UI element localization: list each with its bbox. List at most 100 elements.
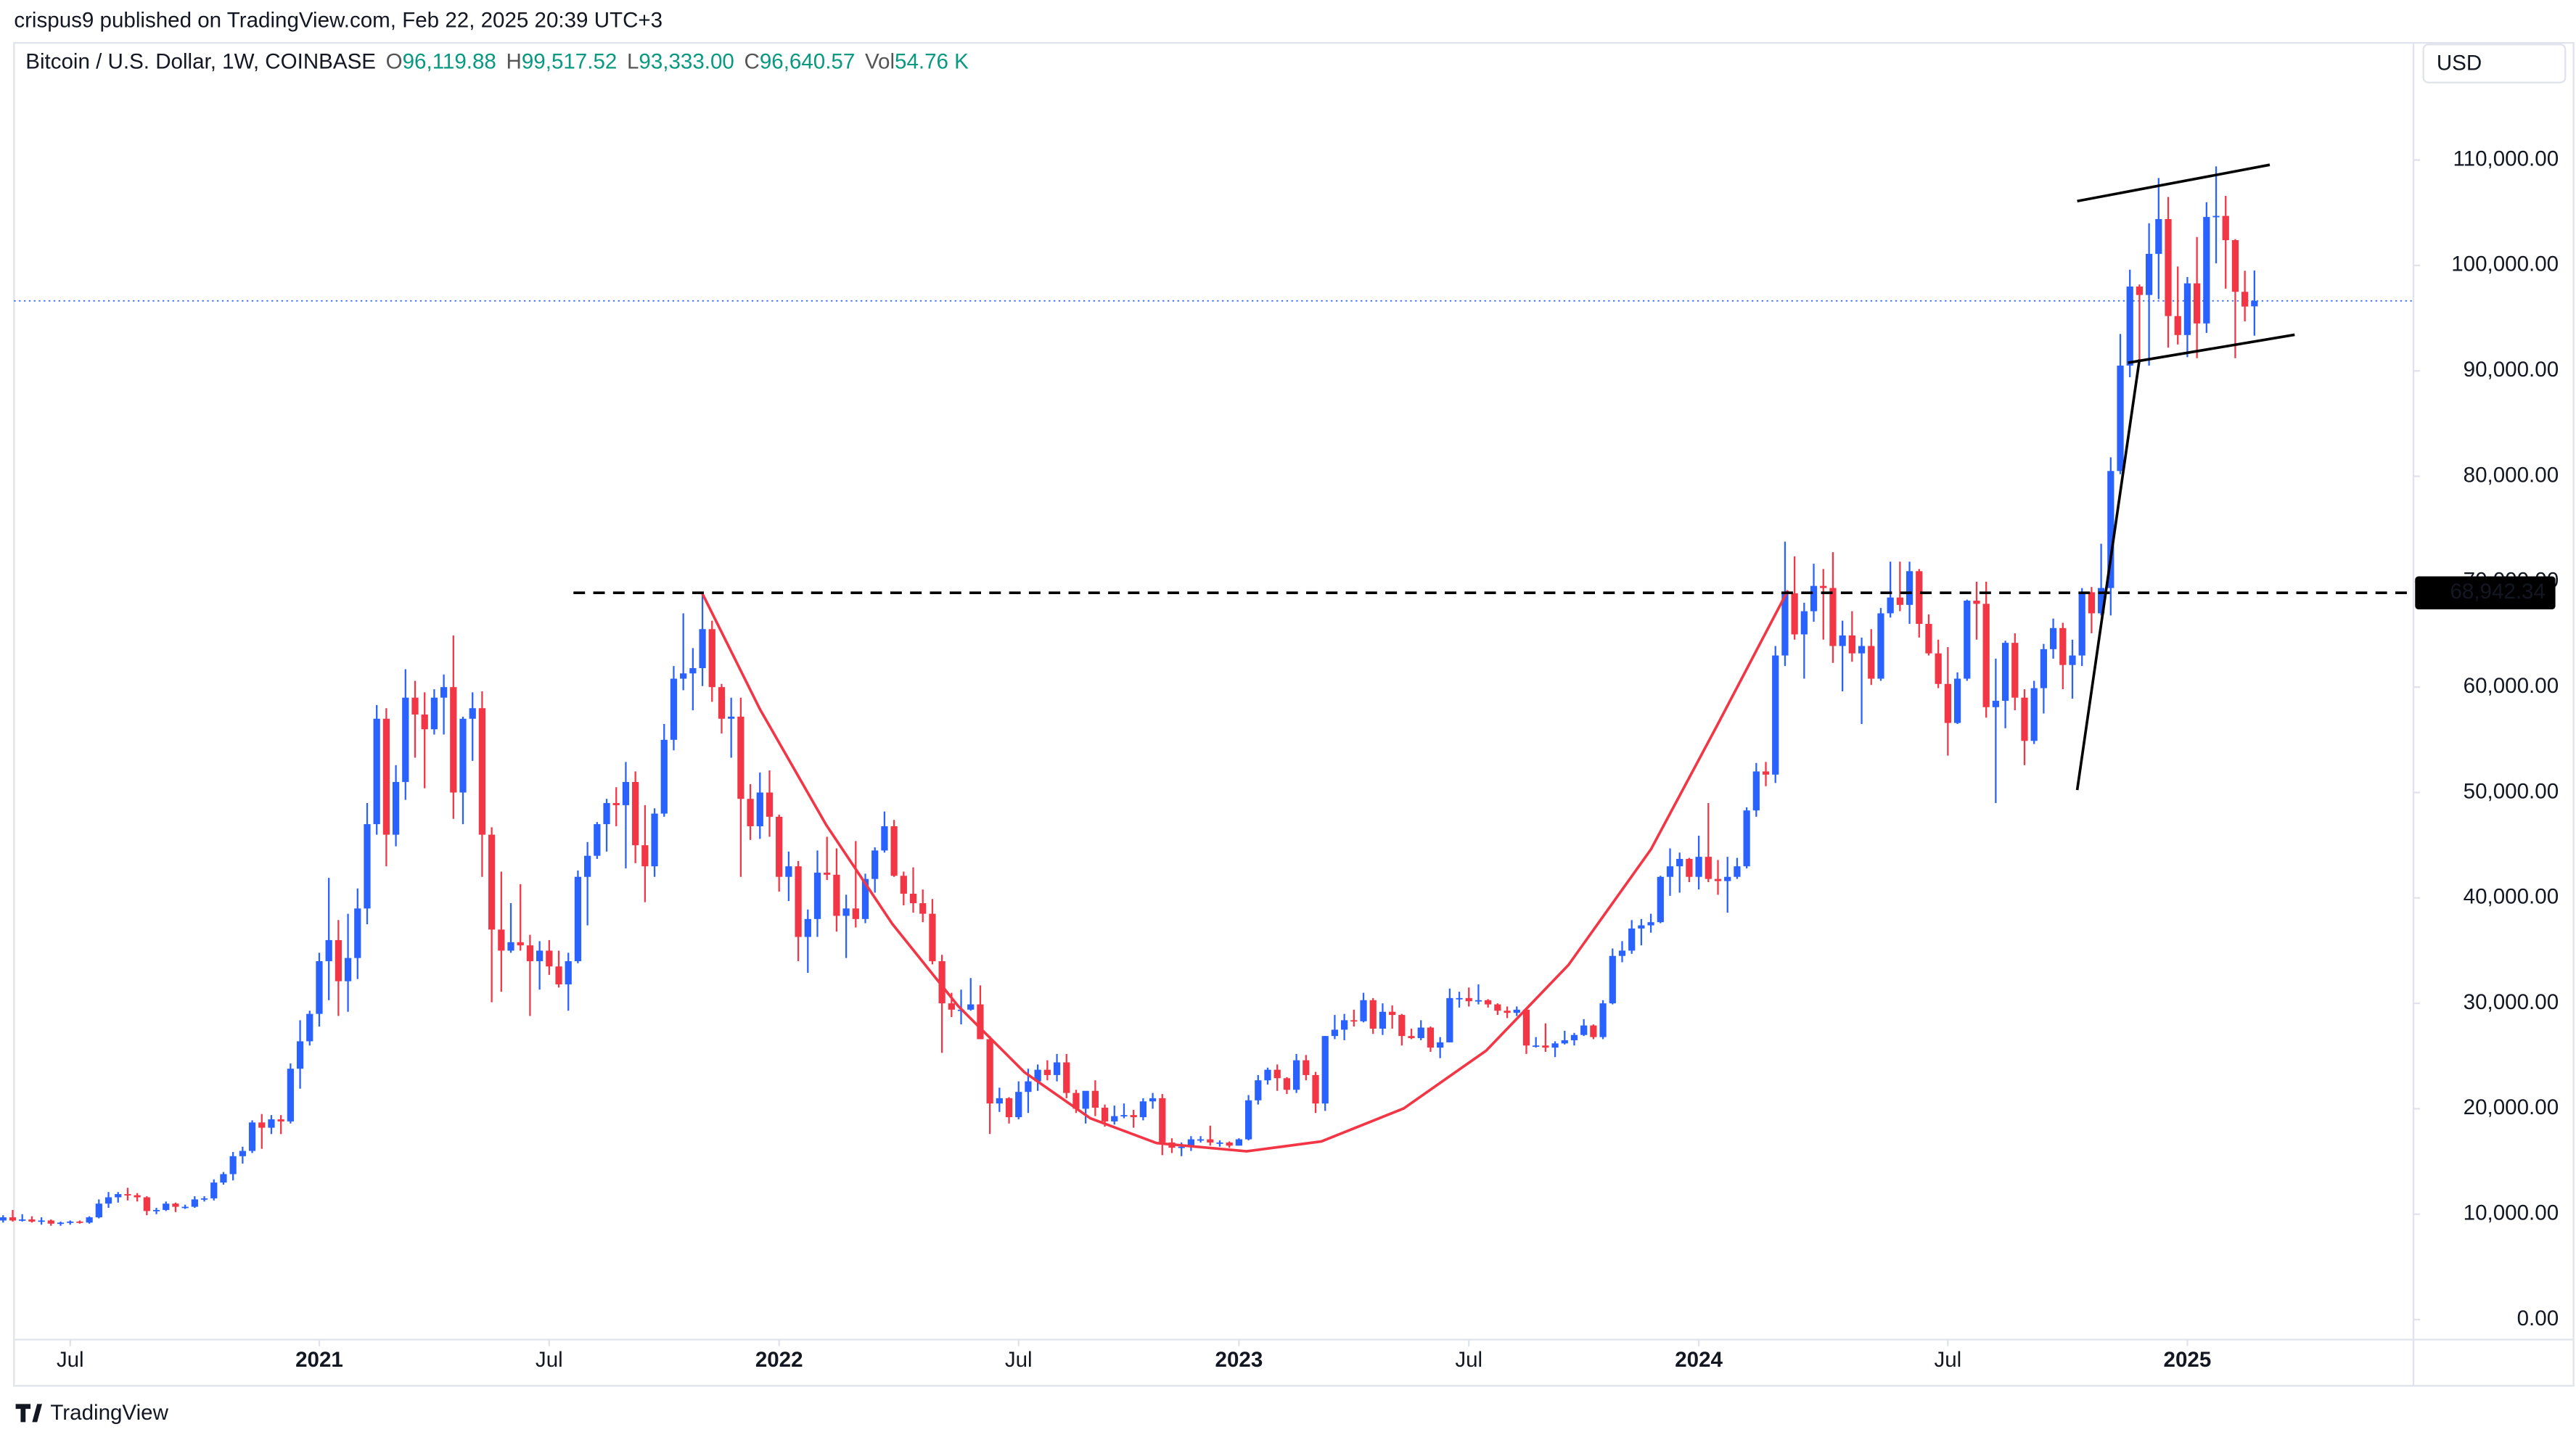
candle-body xyxy=(1896,597,1903,605)
overlay: 68,942.34 xyxy=(573,163,2556,1153)
candle-body xyxy=(2088,592,2096,614)
candle-body xyxy=(1120,1115,1128,1116)
candle-body xyxy=(977,1004,984,1040)
candle-body xyxy=(1398,1015,1406,1037)
plot: 0.00 10,000.00 20,000.00 30,000.00 40,000.00… xyxy=(0,147,2559,1372)
candle-body xyxy=(660,739,668,814)
candle-body xyxy=(382,718,390,835)
candle-body xyxy=(469,708,476,719)
price-line-label: 68,942.34 xyxy=(2450,580,2545,604)
candle-body xyxy=(1207,1139,1214,1143)
candle-body xyxy=(143,1197,150,1211)
candle-body xyxy=(1427,1027,1435,1048)
candle-body xyxy=(1686,859,1693,877)
c-value: 96,640.57 xyxy=(760,49,855,73)
candle-body xyxy=(986,1039,993,1104)
candle-body xyxy=(1887,597,1894,614)
candle-body xyxy=(612,803,620,805)
candle-body xyxy=(795,866,802,937)
candle-body xyxy=(929,913,936,961)
candle-body xyxy=(507,942,514,951)
trend-drawing xyxy=(2075,359,2141,791)
candle-body xyxy=(996,1098,1003,1104)
candle-body xyxy=(1695,857,1702,877)
price-line-badge xyxy=(2415,576,2556,609)
candle-body xyxy=(2030,688,2038,741)
candle-body xyxy=(1982,604,1990,707)
candle-body xyxy=(306,1013,313,1042)
candle-body xyxy=(1638,925,1645,929)
candle-body xyxy=(1350,1020,1358,1022)
candle-body xyxy=(364,824,371,909)
candle-body xyxy=(1724,876,1731,881)
y-tick-label: 40,000.00 xyxy=(2464,885,2559,909)
y-tick-label: 50,000.00 xyxy=(2464,779,2559,803)
o-value: 96,119.88 xyxy=(403,49,496,73)
candle-body xyxy=(909,893,917,904)
candle-body xyxy=(1273,1069,1281,1079)
currency-button[interactable] xyxy=(2422,44,2567,83)
y-tick-label: 20,000.00 xyxy=(2464,1095,2559,1119)
candle-body xyxy=(2021,697,2028,741)
candle-body xyxy=(1599,1003,1607,1037)
candle-body xyxy=(948,1003,955,1010)
candle-body xyxy=(1216,1142,1223,1144)
candle-body xyxy=(1810,585,1818,612)
candle-body xyxy=(1800,611,1808,635)
candle-body xyxy=(1417,1027,1424,1039)
candle-body xyxy=(2183,283,2191,335)
candle-body xyxy=(565,960,572,984)
candle-body xyxy=(1666,866,1674,877)
trend-drawing xyxy=(2077,163,2271,203)
x-tick-label: Jul xyxy=(1455,1348,1482,1372)
candle-body xyxy=(19,1219,26,1221)
candle-body xyxy=(2126,286,2133,366)
candle-body xyxy=(842,908,850,916)
candle-body xyxy=(1935,653,1942,684)
candle-body xyxy=(0,1217,7,1221)
candle-body xyxy=(1676,859,1683,867)
candle-body xyxy=(2251,300,2258,307)
y-tick-label: 10,000.00 xyxy=(2464,1201,2559,1225)
candle-body xyxy=(220,1174,227,1183)
candle-body xyxy=(124,1194,131,1196)
candle-body xyxy=(1820,585,1827,588)
x-tick-label: Jul xyxy=(536,1348,563,1372)
candle-body xyxy=(316,960,323,1014)
candle-body xyxy=(824,872,831,875)
symbol: Bitcoin / U.S. Dollar, 1W, COINBASE xyxy=(25,49,376,73)
x-tick-label: 2024 xyxy=(1675,1348,1723,1372)
y-tick-label: 0.00 xyxy=(2517,1307,2559,1330)
candle-body xyxy=(1331,1029,1339,1037)
candle-body xyxy=(785,866,792,877)
candle-body xyxy=(2069,655,2076,665)
candle-body xyxy=(1494,1004,1501,1011)
candle-body xyxy=(258,1122,266,1128)
candle-body xyxy=(1714,878,1722,881)
candle-body xyxy=(478,708,486,835)
candle-body xyxy=(1781,593,1789,656)
candle-body xyxy=(488,834,496,930)
candle-body xyxy=(239,1151,246,1156)
candle-body xyxy=(411,697,419,715)
x-tick-label: 2021 xyxy=(295,1348,343,1372)
candle-body xyxy=(38,1220,45,1222)
candle-body xyxy=(584,855,591,877)
candle-body xyxy=(1053,1062,1061,1075)
candle-body xyxy=(134,1195,141,1198)
c-key: C xyxy=(745,49,760,73)
candle-body xyxy=(1522,1009,1530,1046)
brand: TradingView xyxy=(50,1401,168,1425)
candle-body xyxy=(1734,866,1741,877)
candle-body xyxy=(1628,928,1636,951)
candle-body xyxy=(181,1206,189,1209)
currency[interactable]: USD xyxy=(2437,52,2482,75)
candle-body xyxy=(1829,588,1837,646)
candle-body xyxy=(2107,471,2114,588)
candle-body xyxy=(1657,876,1664,923)
candle-body xyxy=(852,908,859,919)
candle-body xyxy=(1043,1069,1051,1075)
candle-body xyxy=(718,687,726,719)
